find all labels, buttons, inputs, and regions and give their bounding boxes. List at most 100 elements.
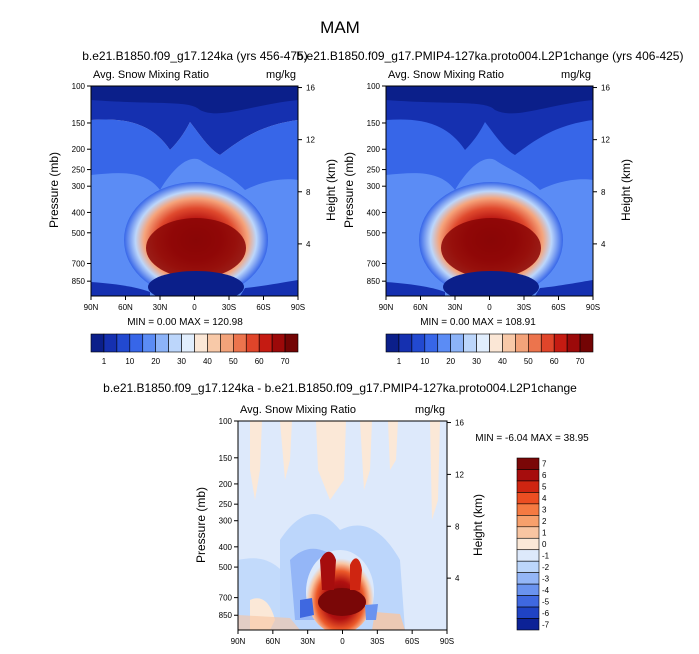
y-tick-label: 700 (367, 259, 381, 268)
panel-3: b.e21.B1850.f09_g17.124ka - b.e21.B1850.… (103, 381, 589, 646)
y-tick-label: 400 (219, 543, 233, 552)
y-tick-label: 300 (219, 517, 233, 526)
panel-2-colorbar: 1 10 20 30 40 50 60 70 (385, 333, 594, 366)
colorbar-label: 1 (102, 357, 107, 366)
colorbar-swatch (516, 469, 540, 482)
colorbar-swatch (516, 503, 540, 516)
colorbar-swatch (463, 333, 477, 353)
panel-1-ylabel-right: Height (km) (324, 159, 338, 221)
y-tick-label: 100 (367, 82, 381, 91)
panel-1-units-label: mg/kg (266, 69, 296, 81)
colorbar-swatch (476, 333, 490, 353)
colorbar-label: -1 (542, 551, 550, 560)
colorbar-swatch (516, 492, 540, 505)
y-tick-label: 850 (72, 277, 86, 286)
colorbar-label: 20 (151, 357, 160, 366)
colorbar-swatch (516, 606, 540, 619)
y-right-tick-label: 16 (455, 419, 464, 428)
colorbar-swatch (516, 549, 540, 562)
colorbar-label: 30 (177, 357, 186, 366)
colorbar-label: 70 (281, 357, 290, 366)
y-right-tick-label: 8 (455, 522, 460, 531)
panel-3-plot-area (238, 421, 447, 630)
colorbar-swatch (258, 333, 273, 353)
colorbar-swatch (271, 333, 286, 353)
colorbar-label: 1 (397, 357, 402, 366)
colorbar-swatch (489, 333, 503, 353)
x-tick-label: 90S (291, 303, 305, 312)
colorbar-label: 40 (498, 357, 507, 366)
colorbar-swatch (245, 333, 260, 353)
colorbar-label: -7 (542, 620, 550, 629)
panel-1-ylabel: Pressure (mb) (47, 152, 61, 228)
y-tick-label: 250 (72, 166, 86, 175)
colorbar-label: -3 (542, 574, 550, 583)
y-tick-label: 300 (367, 182, 381, 191)
panel-3-colorbar: 7 6 5 4 3 2 1 0 -1 -2 -3 -4 -5 -6 -7 (516, 457, 550, 631)
colorbar-swatch (142, 333, 156, 353)
colorbar-label: 50 (524, 357, 533, 366)
y-tick-label: 400 (72, 208, 86, 217)
x-tick-label: 90S (586, 303, 600, 312)
panel-3-ylabel: Pressure (mb) (194, 487, 208, 563)
panel-1-title: b.e21.B1850.f09_g17.124ka (yrs 456-475) (82, 49, 308, 63)
panel-3-title: b.e21.B1850.f09_g17.124ka - b.e21.B1850.… (103, 381, 577, 395)
colorbar-swatch (516, 583, 540, 596)
colorbar-label: 4 (542, 494, 547, 503)
panel-2-axes: 90N 60N 30N 0 30S 60S 90S 100 150 200 250 300 400 500… (367, 82, 611, 312)
x-tick-label: 90S (440, 637, 454, 646)
colorbar-swatch (194, 333, 208, 353)
colorbar-swatch (398, 333, 413, 353)
y-right-tick-label: 4 (455, 574, 460, 583)
x-tick-label: 0 (340, 637, 345, 646)
panel-1-colorbar: 1 10 20 30 40 50 60 70 (90, 333, 299, 366)
colorbar-swatch (516, 595, 540, 608)
colorbar-label: 20 (446, 357, 455, 366)
colorbar-label: -2 (542, 563, 550, 572)
colorbar-label: 6 (542, 471, 547, 480)
y-tick-label: 200 (72, 145, 86, 154)
colorbar-label: -5 (542, 597, 550, 606)
colorbar-swatch (233, 333, 247, 353)
panel-2-plot-area (386, 86, 593, 296)
colorbar-label: -4 (542, 586, 550, 595)
colorbar-swatch (515, 333, 529, 353)
x-tick-label: 60S (551, 303, 565, 312)
colorbar-label: 10 (420, 357, 429, 366)
x-tick-label: 90N (231, 637, 246, 646)
colorbar-swatch (553, 333, 568, 353)
colorbar-swatch (579, 333, 594, 353)
panel-1: b.e21.B1850.f09_g17.124ka (yrs 456-475) … (47, 49, 338, 366)
x-tick-label: 30S (370, 637, 384, 646)
colorbar-label: 60 (550, 357, 559, 366)
colorbar-label: 3 (542, 506, 547, 515)
x-tick-label: 30N (300, 637, 315, 646)
colorbar-swatch (528, 333, 542, 353)
panel-1-variable-label: Avg. Snow Mixing Ratio (93, 69, 209, 81)
colorbar-swatch (385, 333, 400, 353)
y-right-tick-label: 16 (601, 84, 610, 93)
panel-2-units-label: mg/kg (561, 69, 591, 81)
colorbar-label: 0 (542, 540, 547, 549)
colorbar-swatch (516, 515, 540, 528)
panel-2: b.e21.B1850.f09_g17.PMIP4-127ka.proto004… (297, 49, 684, 366)
panel-3-variable-label: Avg. Snow Mixing Ratio (240, 404, 356, 416)
colorbar-swatch (129, 333, 144, 353)
x-tick-label: 60N (118, 303, 133, 312)
y-tick-label: 200 (219, 480, 233, 489)
y-tick-label: 500 (72, 229, 86, 238)
x-tick-label: 90N (84, 303, 99, 312)
colorbar-swatch (207, 333, 221, 353)
y-tick-label: 300 (72, 182, 86, 191)
panel-2-ylabel: Pressure (mb) (342, 152, 356, 228)
y-right-tick-label: 4 (601, 240, 606, 249)
x-tick-label: 30N (448, 303, 463, 312)
y-right-tick-label: 16 (306, 84, 315, 93)
panel-2-stats: MIN = 0.00 MAX = 108.91 (420, 317, 536, 328)
y-tick-label: 700 (219, 594, 233, 603)
y-tick-label: 500 (367, 229, 381, 238)
y-tick-label: 850 (367, 277, 381, 286)
colorbar-label: 60 (255, 357, 264, 366)
y-right-tick-label: 8 (601, 188, 606, 197)
